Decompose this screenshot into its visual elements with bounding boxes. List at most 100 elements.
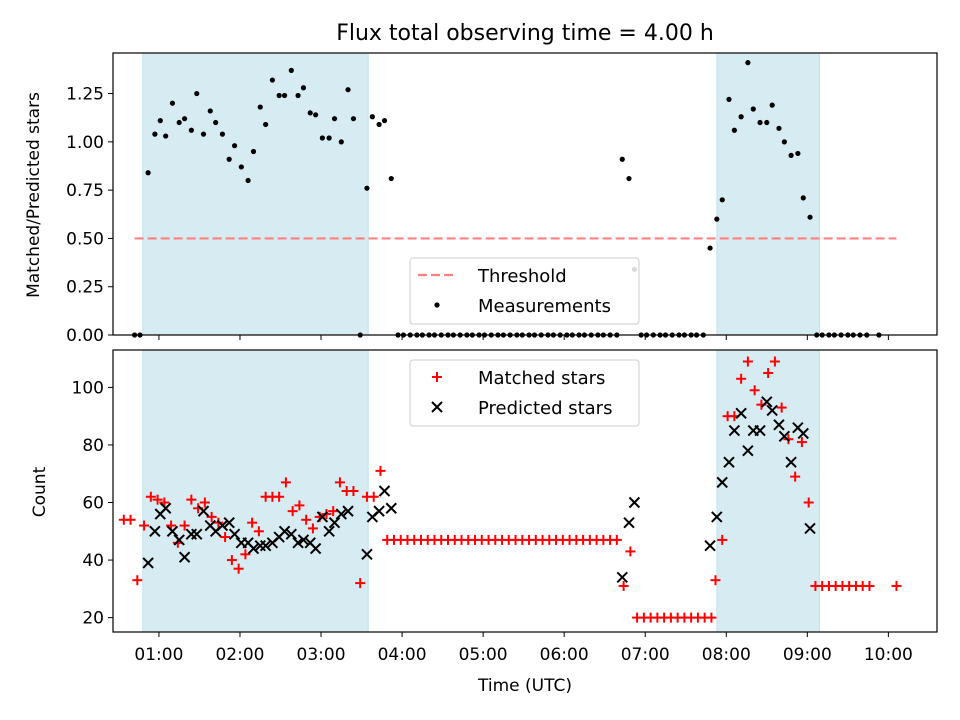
predicted-star-mark-b <box>711 511 723 523</box>
predicted-star-point <box>742 445 754 457</box>
predicted-star-point <box>197 505 210 517</box>
matched-star-point <box>226 555 237 566</box>
x-tick-label: 04:00 <box>378 645 427 665</box>
matched-star-point <box>348 486 359 496</box>
measurement-point <box>219 131 226 137</box>
measurement-point <box>769 102 775 108</box>
predicted-star-point <box>373 505 385 517</box>
measurement-point <box>745 60 751 66</box>
predicted-star-mark-b <box>385 502 397 514</box>
predicted-star-point <box>735 407 747 420</box>
predicted-star-point <box>142 557 154 569</box>
matched-star-point <box>240 549 251 560</box>
measurement-point <box>181 116 188 122</box>
matched-star-point <box>301 514 312 525</box>
measurement-point <box>807 214 813 220</box>
predicted-star-mark-b <box>292 537 304 549</box>
predicted-star-mark-b <box>723 456 735 468</box>
predicted-star-mark-b <box>316 511 329 523</box>
legend-label: Measurements <box>478 296 611 317</box>
measurement-point <box>176 119 182 126</box>
shaded-interval <box>716 52 820 336</box>
predicted-star-point <box>716 476 728 489</box>
legend-box <box>409 257 640 325</box>
measurement-point <box>276 92 282 99</box>
predicted-star-point <box>285 528 298 540</box>
predicted-star-mark-b <box>228 528 241 540</box>
matched-star-point <box>274 491 285 502</box>
measurement-point <box>269 77 275 83</box>
measurement-point <box>326 135 332 141</box>
matched-star-point <box>139 520 150 531</box>
y-tick-label: 1.00 <box>66 133 104 153</box>
predicted-star-point <box>159 502 172 514</box>
measurement-point <box>188 127 194 133</box>
measurement-point <box>750 106 756 112</box>
measurement-point <box>157 118 163 124</box>
predicted-star-mark-b <box>735 407 747 420</box>
ratio-plot: 0.00 0.25 0.50 0.75 1.00 1.25 Threshold Measure… <box>66 52 938 346</box>
shaded-interval <box>716 349 820 633</box>
predicted-star-point <box>704 539 716 552</box>
matched-star-point <box>769 356 780 367</box>
measurement-point <box>295 92 301 99</box>
predicted-star-mark-b <box>754 424 766 437</box>
x-tick-label: 02:00 <box>215 645 264 665</box>
predicted-star-mark-b <box>304 537 316 549</box>
predicted-star-point <box>335 508 347 520</box>
legend-label: Threshold <box>477 266 567 287</box>
matched-star-point <box>186 494 197 505</box>
matched-star-point <box>625 546 636 557</box>
matched-star-point <box>742 356 753 367</box>
predicted-star-point <box>247 542 260 555</box>
predicted-star-mark-b <box>373 505 385 517</box>
matched-star-point <box>736 373 747 384</box>
measurement-point <box>726 96 732 102</box>
predicted-star-point <box>728 424 741 437</box>
predicted-star-mark-b <box>191 528 203 540</box>
matched-star-point <box>803 497 814 508</box>
predicted-star-mark-b <box>728 424 741 437</box>
y-tick-label: 40 <box>82 551 104 571</box>
predicted-star-mark-b <box>628 496 641 509</box>
shaded-interval <box>142 349 369 633</box>
predicted-star-mark-b <box>142 557 154 569</box>
measurement-point <box>300 85 307 91</box>
measurement-point <box>795 150 801 157</box>
matched-star-point <box>125 514 136 525</box>
predicted-star-point <box>149 525 161 537</box>
chart-title: Flux total observing time = 4.00 h <box>336 21 714 46</box>
predicted-star-mark-b <box>166 525 179 537</box>
measurement-point <box>238 164 244 170</box>
predicted-star-point <box>761 396 773 408</box>
predicted-star-mark-b <box>804 522 816 535</box>
x-tick-label: 05:00 <box>459 645 508 665</box>
predicted-star-point <box>223 516 235 529</box>
predicted-star-point <box>173 534 185 546</box>
predicted-star-mark-b <box>335 508 347 520</box>
y-tick-label: 80 <box>82 436 104 456</box>
legend-predicted-swatch-b <box>431 401 443 413</box>
predicted-star-mark-b <box>197 505 210 517</box>
shaded-interval <box>142 52 369 336</box>
predicted-star-point <box>328 516 341 529</box>
predicted-star-point <box>292 537 304 549</box>
measurement-point <box>169 100 176 106</box>
predicted-star-mark-b <box>278 525 291 537</box>
measurement-point <box>788 152 794 158</box>
measurement-point <box>250 148 257 155</box>
predicted-star-mark-b <box>173 534 185 546</box>
y-tick-label: 0.75 <box>66 181 104 201</box>
predicted-star-mark-b <box>323 525 335 537</box>
measurement-point <box>207 108 213 114</box>
matched-star-point <box>132 575 143 586</box>
measurement-point <box>388 175 394 182</box>
measurement-point <box>307 110 313 116</box>
predicted-star-point <box>773 419 785 431</box>
matched-star-point <box>776 402 787 413</box>
predicted-star-point <box>778 430 791 443</box>
measurement-point <box>781 139 787 145</box>
measurement-point <box>231 143 238 149</box>
matched-star-point <box>891 580 902 591</box>
matched-star-point <box>152 494 163 505</box>
